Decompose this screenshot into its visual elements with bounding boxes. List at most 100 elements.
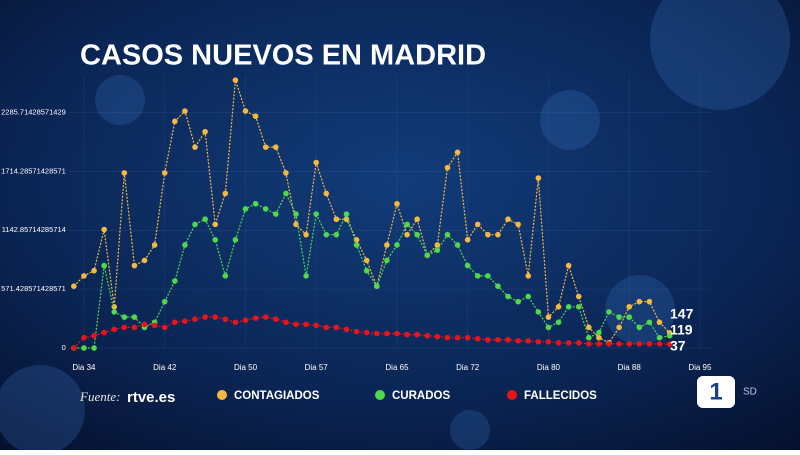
data-point — [454, 334, 461, 341]
data-point — [71, 345, 77, 351]
data-point — [303, 321, 309, 328]
data-point — [101, 226, 107, 233]
data-point — [283, 319, 289, 326]
x-tick-label: Dia 88 — [618, 363, 642, 372]
data-point — [394, 242, 400, 248]
data-point — [71, 283, 77, 289]
data-point — [606, 309, 612, 315]
data-point — [343, 211, 350, 217]
data-point — [525, 337, 532, 344]
data-point — [525, 273, 532, 279]
data-point — [111, 309, 118, 315]
x-tick-label: Dia 57 — [305, 363, 329, 372]
data-point — [636, 298, 643, 305]
series-line — [73, 79, 671, 344]
data-point — [525, 293, 532, 300]
data-point — [202, 216, 208, 223]
data-point — [616, 341, 622, 347]
data-point — [212, 314, 219, 320]
data-point — [343, 326, 350, 333]
data-point — [626, 341, 633, 347]
data-point — [586, 341, 592, 347]
data-point — [555, 340, 562, 346]
data-point — [222, 316, 229, 322]
data-point — [182, 242, 188, 248]
value-label: 119 — [670, 322, 693, 338]
legend-marker — [375, 390, 385, 400]
data-point — [111, 326, 118, 333]
x-tick-label: Dia 42 — [153, 363, 177, 372]
data-point — [565, 340, 572, 346]
legend-marker — [217, 390, 227, 400]
data-point — [384, 242, 390, 248]
data-point — [232, 77, 239, 83]
data-point — [313, 322, 319, 329]
data-point — [273, 211, 279, 217]
data-point — [384, 330, 390, 337]
channel-tag: SD — [743, 387, 757, 398]
data-point — [434, 247, 441, 253]
data-point — [242, 206, 249, 212]
source-label: Fuente: — [79, 389, 120, 404]
data-point — [485, 336, 491, 343]
data-point — [202, 314, 208, 320]
data-point — [151, 242, 158, 248]
data-point — [464, 262, 471, 269]
data-point — [121, 324, 128, 331]
data-point — [575, 340, 582, 346]
data-point — [434, 333, 441, 340]
data-point — [161, 324, 168, 331]
data-point — [81, 345, 87, 351]
value-label: 37 — [670, 338, 686, 354]
data-point — [303, 231, 309, 238]
data-point — [575, 293, 582, 300]
data-point — [565, 303, 572, 310]
x-tick-label: Dia 72 — [456, 363, 480, 372]
data-point — [596, 334, 602, 341]
data-point — [212, 221, 219, 228]
data-point — [394, 330, 400, 337]
value-label: 147 — [670, 306, 694, 322]
channel-badge — [697, 376, 735, 408]
data-point — [91, 345, 97, 351]
data-point — [151, 322, 158, 329]
data-point — [232, 319, 239, 326]
data-point — [293, 211, 299, 217]
data-point — [91, 332, 97, 339]
data-point — [323, 324, 330, 331]
data-point — [495, 336, 501, 343]
data-point — [464, 237, 471, 243]
data-point — [363, 257, 370, 264]
data-point — [586, 324, 592, 331]
data-point — [333, 324, 340, 331]
data-point — [202, 128, 208, 135]
data-point — [192, 316, 198, 322]
legend-label: FALLECIDOS — [524, 390, 597, 402]
data-point — [81, 273, 87, 279]
data-point — [454, 149, 461, 156]
data-point — [414, 216, 420, 223]
data-point — [172, 118, 178, 125]
data-point — [222, 273, 229, 279]
data-point — [656, 319, 663, 326]
data-point — [575, 303, 582, 310]
data-point — [101, 329, 107, 336]
data-point — [646, 319, 653, 326]
data-point — [121, 314, 128, 320]
data-point — [656, 334, 663, 341]
data-point — [414, 331, 420, 338]
data-point — [172, 278, 178, 284]
data-point — [323, 190, 330, 197]
legend-marker — [507, 390, 517, 400]
data-point — [586, 334, 592, 341]
data-point — [535, 339, 542, 345]
data-point — [131, 314, 138, 320]
data-point — [262, 206, 269, 212]
rtve-logo: rtve.es — [127, 389, 175, 406]
data-point — [565, 262, 572, 269]
data-point — [293, 321, 299, 328]
data-point — [485, 273, 491, 279]
data-point — [505, 336, 511, 343]
